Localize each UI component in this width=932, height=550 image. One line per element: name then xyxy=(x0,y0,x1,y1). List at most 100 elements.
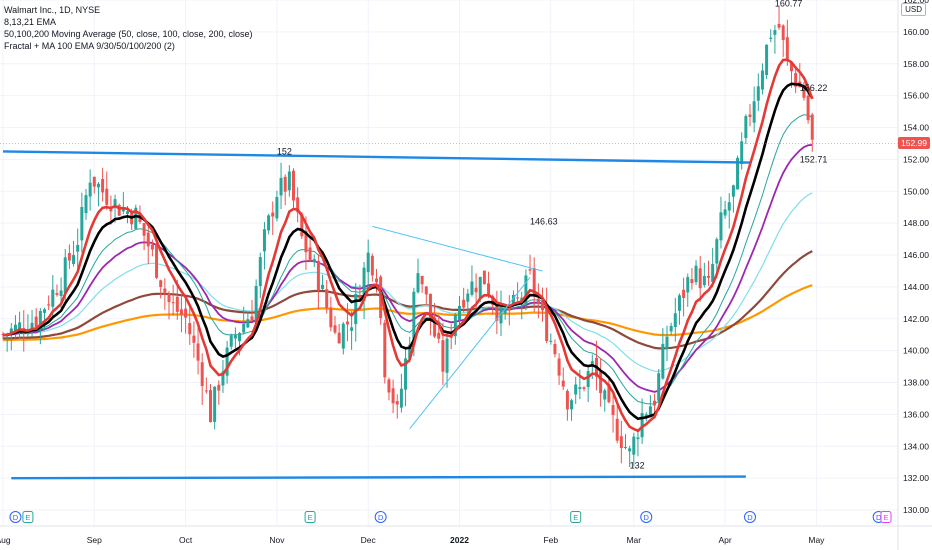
y-tick-label: 150.00 xyxy=(903,186,929,196)
candle-body xyxy=(362,267,366,301)
candle-body xyxy=(345,321,349,325)
legend-symbol[interactable]: Walmart Inc., 1D, NYSE xyxy=(4,5,101,15)
candle-body xyxy=(101,179,105,193)
candle-body xyxy=(196,343,200,361)
candle-body xyxy=(9,328,13,336)
candle-body xyxy=(615,418,619,441)
candle-body xyxy=(51,289,55,307)
currency-badge[interactable]: USD xyxy=(901,3,926,16)
candle-body xyxy=(491,296,495,306)
candle-body xyxy=(121,208,125,212)
candle-body xyxy=(209,390,212,423)
candle-body xyxy=(370,255,374,276)
candle-body xyxy=(341,323,345,349)
candle-body xyxy=(171,302,175,304)
candle-body xyxy=(126,211,129,214)
candle-body xyxy=(287,171,291,191)
legend-fractal[interactable]: Fractal + MA 100 EMA 9/30/50/100/200 (2) xyxy=(4,41,175,51)
candle-body xyxy=(603,390,607,400)
event-marker-label: D xyxy=(378,513,384,522)
candle-body xyxy=(433,317,437,337)
candle-body xyxy=(387,379,391,393)
candle-body xyxy=(163,288,167,293)
candle-body xyxy=(271,212,275,217)
event-marker-label: D xyxy=(13,513,19,522)
candle-body xyxy=(810,114,814,140)
candle-body xyxy=(532,267,536,297)
candle-body xyxy=(731,185,735,197)
candle-body xyxy=(188,323,192,335)
candle-body xyxy=(242,323,246,333)
lower-support-trendline xyxy=(11,475,746,480)
candle-body xyxy=(740,141,744,164)
candle-body xyxy=(715,239,719,264)
candle-body xyxy=(117,205,121,216)
upper-resistance-trendline xyxy=(2,150,751,164)
candle-body xyxy=(723,209,727,216)
candle-body xyxy=(536,298,540,304)
legend-ema[interactable]: 8,13,21 EMA xyxy=(4,17,57,27)
price-annotation: 160.77 xyxy=(775,0,803,8)
candle-body xyxy=(18,322,22,330)
price-annotation: 152 xyxy=(277,147,292,157)
candle-body xyxy=(619,436,623,449)
x-tick-label: Nov xyxy=(269,535,285,545)
candle-body xyxy=(246,319,250,328)
triangle-line xyxy=(372,225,543,272)
y-tick-label: 158.00 xyxy=(903,59,929,69)
candle-body xyxy=(296,197,300,213)
y-tick-label: 142.00 xyxy=(903,314,929,324)
candle-body xyxy=(34,316,38,328)
candle-body xyxy=(636,437,640,440)
candle-body xyxy=(711,263,715,282)
candle-body xyxy=(781,25,785,41)
candle-body xyxy=(304,230,308,253)
candle-body xyxy=(599,371,603,394)
candle-body xyxy=(524,275,528,305)
candle-body xyxy=(159,280,163,287)
candle-body xyxy=(719,212,723,241)
candle-body xyxy=(30,322,34,332)
dividend-marker xyxy=(374,511,387,523)
candle-body xyxy=(221,371,225,386)
candle-body xyxy=(424,286,428,295)
candle-body xyxy=(578,387,582,390)
candle-body xyxy=(495,304,499,321)
candle-body xyxy=(395,401,399,405)
event-marker-label: E xyxy=(25,513,30,522)
candle-body xyxy=(586,371,590,387)
candle-body xyxy=(80,206,84,241)
candle-body xyxy=(557,358,561,376)
candle-body xyxy=(408,344,412,359)
legend-moving-average[interactable]: 50,100,200 Moving Average (50, close, 10… xyxy=(4,29,253,39)
y-tick-label: 130.00 xyxy=(903,505,929,515)
candle-body xyxy=(225,347,229,376)
event-marker-label: E xyxy=(308,513,313,522)
candle-body xyxy=(707,275,710,278)
y-tick-label: 134.00 xyxy=(903,441,929,451)
candle-body xyxy=(698,268,702,289)
event-marker-label: D xyxy=(644,513,650,522)
candle-body xyxy=(96,183,100,188)
last-price-tag: 152.99 xyxy=(898,136,930,149)
candle-body xyxy=(275,196,279,219)
ema-red-line xyxy=(2,58,814,433)
candle-body xyxy=(582,387,586,389)
candle-body xyxy=(109,209,113,212)
candle-body xyxy=(806,95,810,121)
y-axis-panel xyxy=(898,0,932,550)
candle-body xyxy=(312,259,316,263)
candle-body xyxy=(142,223,146,236)
candle-body xyxy=(26,332,30,334)
candle-body xyxy=(694,265,698,283)
x-tick-label: Dec xyxy=(361,535,377,545)
candle-body xyxy=(794,73,798,87)
candle-body xyxy=(727,202,731,211)
ma-teal-line xyxy=(2,114,813,405)
candle-body xyxy=(744,116,748,139)
candle-body xyxy=(541,300,544,311)
candle-body xyxy=(462,299,466,308)
candle-body xyxy=(399,388,403,408)
